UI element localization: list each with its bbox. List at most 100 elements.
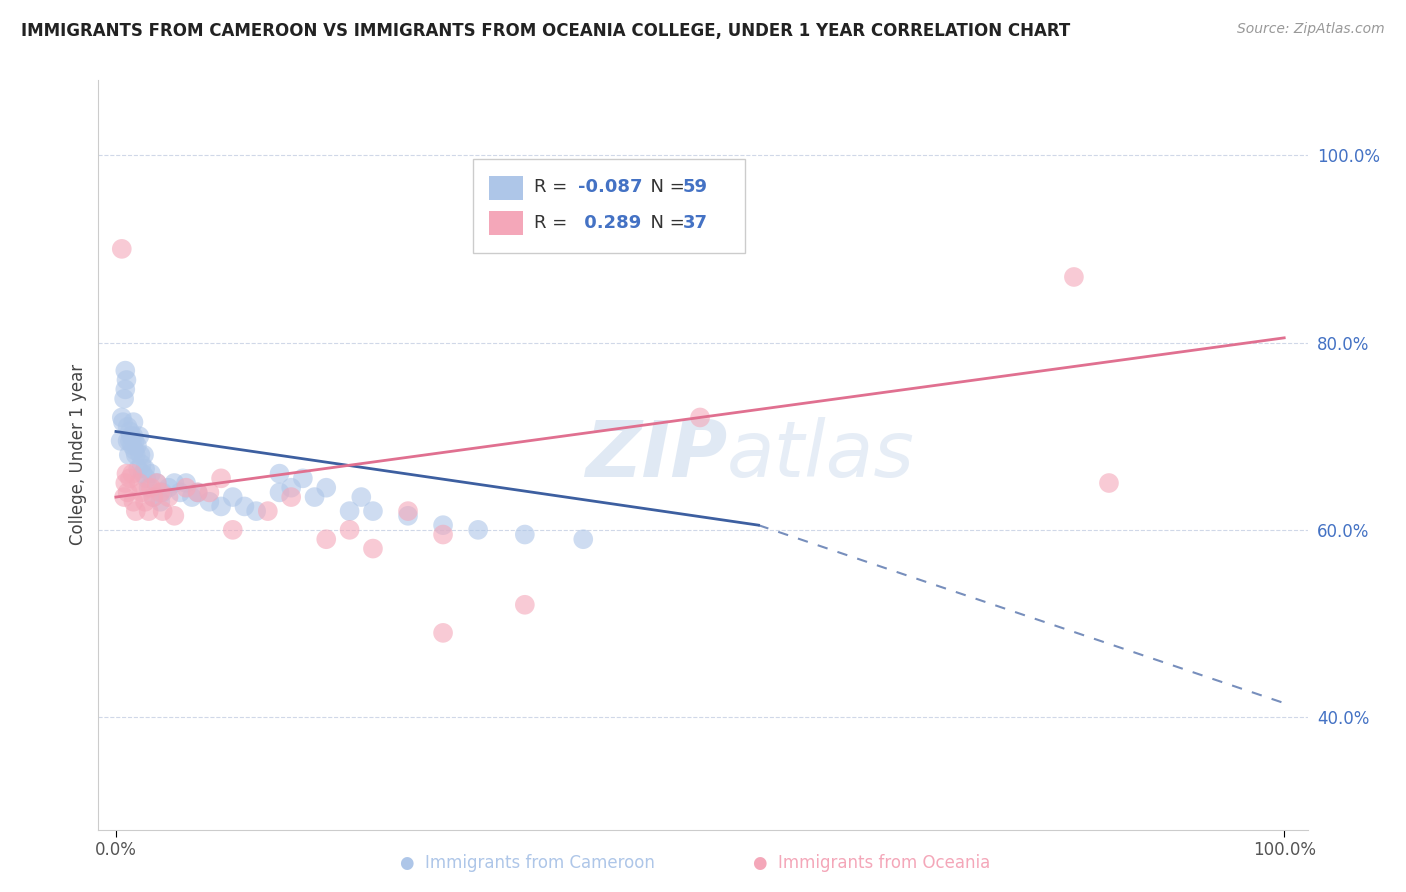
Point bbox=[114, 364, 136, 378]
Point bbox=[146, 476, 169, 491]
Point bbox=[112, 490, 135, 504]
Point bbox=[209, 471, 232, 485]
Point bbox=[118, 448, 141, 462]
Point bbox=[174, 481, 197, 495]
Point bbox=[112, 392, 135, 406]
Point bbox=[513, 598, 536, 612]
Point bbox=[124, 443, 146, 458]
Point bbox=[114, 383, 136, 397]
Point bbox=[122, 429, 145, 443]
Text: atlas: atlas bbox=[727, 417, 915, 493]
Point bbox=[350, 490, 373, 504]
Point bbox=[396, 508, 419, 523]
Point bbox=[291, 471, 314, 485]
Point bbox=[209, 500, 232, 514]
Text: IMMIGRANTS FROM CAMEROON VS IMMIGRANTS FROM OCEANIA COLLEGE, UNDER 1 YEAR CORREL: IMMIGRANTS FROM CAMEROON VS IMMIGRANTS F… bbox=[21, 22, 1070, 40]
Point bbox=[432, 527, 454, 541]
Point bbox=[131, 485, 153, 500]
Point bbox=[127, 462, 149, 476]
Point bbox=[180, 490, 202, 504]
Point bbox=[134, 462, 156, 476]
Text: ●  Immigrants from Oceania: ● Immigrants from Oceania bbox=[754, 855, 990, 872]
Text: Source: ZipAtlas.com: Source: ZipAtlas.com bbox=[1237, 22, 1385, 37]
Point bbox=[280, 490, 302, 504]
Text: -0.087: -0.087 bbox=[578, 178, 643, 196]
Point bbox=[163, 508, 186, 523]
Point bbox=[361, 541, 384, 556]
Point bbox=[222, 490, 245, 504]
Point bbox=[513, 527, 536, 541]
Point bbox=[138, 481, 160, 495]
Text: 59: 59 bbox=[682, 178, 707, 196]
Point bbox=[198, 494, 221, 508]
Point bbox=[132, 448, 155, 462]
Point bbox=[114, 476, 136, 491]
FancyBboxPatch shape bbox=[489, 211, 523, 235]
Text: ZIP: ZIP bbox=[585, 417, 727, 493]
Point bbox=[174, 476, 197, 491]
Point bbox=[304, 490, 326, 504]
Point bbox=[572, 532, 595, 546]
Point bbox=[125, 504, 148, 518]
Point bbox=[315, 532, 337, 546]
Point bbox=[187, 485, 209, 500]
Point bbox=[124, 434, 146, 448]
Point bbox=[115, 373, 138, 387]
Point bbox=[139, 481, 162, 495]
Point bbox=[339, 523, 361, 537]
Text: 0.289: 0.289 bbox=[578, 214, 641, 233]
Point bbox=[122, 494, 145, 508]
Point bbox=[689, 410, 711, 425]
Point bbox=[115, 467, 138, 481]
Text: R =: R = bbox=[534, 178, 572, 196]
Point bbox=[157, 490, 180, 504]
Point bbox=[118, 434, 141, 448]
FancyBboxPatch shape bbox=[474, 159, 745, 252]
Point bbox=[280, 481, 302, 495]
Point bbox=[432, 626, 454, 640]
Text: 37: 37 bbox=[682, 214, 707, 233]
Point bbox=[128, 476, 150, 491]
Point bbox=[132, 467, 155, 481]
Point bbox=[142, 490, 165, 504]
Point bbox=[1098, 476, 1121, 491]
Point bbox=[120, 429, 142, 443]
Point bbox=[111, 242, 134, 256]
Point bbox=[139, 467, 162, 481]
Point bbox=[121, 467, 143, 481]
Point bbox=[135, 471, 157, 485]
Point bbox=[432, 518, 454, 533]
Point bbox=[269, 467, 291, 481]
Point bbox=[361, 504, 384, 518]
Point bbox=[157, 481, 180, 495]
Text: N =: N = bbox=[638, 178, 690, 196]
Point bbox=[125, 439, 148, 453]
Point bbox=[222, 523, 245, 537]
Point bbox=[121, 439, 143, 453]
Point bbox=[118, 471, 141, 485]
Point bbox=[134, 494, 156, 508]
Point bbox=[169, 485, 191, 500]
Point bbox=[142, 490, 165, 504]
Point bbox=[339, 504, 361, 518]
Point bbox=[315, 481, 337, 495]
Point bbox=[125, 448, 148, 462]
Point bbox=[131, 457, 153, 471]
Y-axis label: College, Under 1 year: College, Under 1 year bbox=[69, 364, 87, 546]
Point bbox=[245, 504, 267, 518]
Point bbox=[269, 485, 291, 500]
Point bbox=[149, 485, 172, 500]
Point bbox=[110, 434, 132, 448]
Point bbox=[117, 434, 139, 448]
Point bbox=[1063, 269, 1085, 284]
Point bbox=[122, 415, 145, 429]
Point bbox=[163, 476, 186, 491]
Point bbox=[467, 523, 489, 537]
Point bbox=[198, 485, 221, 500]
FancyBboxPatch shape bbox=[489, 177, 523, 200]
Text: N =: N = bbox=[638, 214, 690, 233]
Point bbox=[111, 415, 134, 429]
Text: R =: R = bbox=[534, 214, 572, 233]
Point bbox=[129, 448, 152, 462]
Point bbox=[152, 504, 174, 518]
